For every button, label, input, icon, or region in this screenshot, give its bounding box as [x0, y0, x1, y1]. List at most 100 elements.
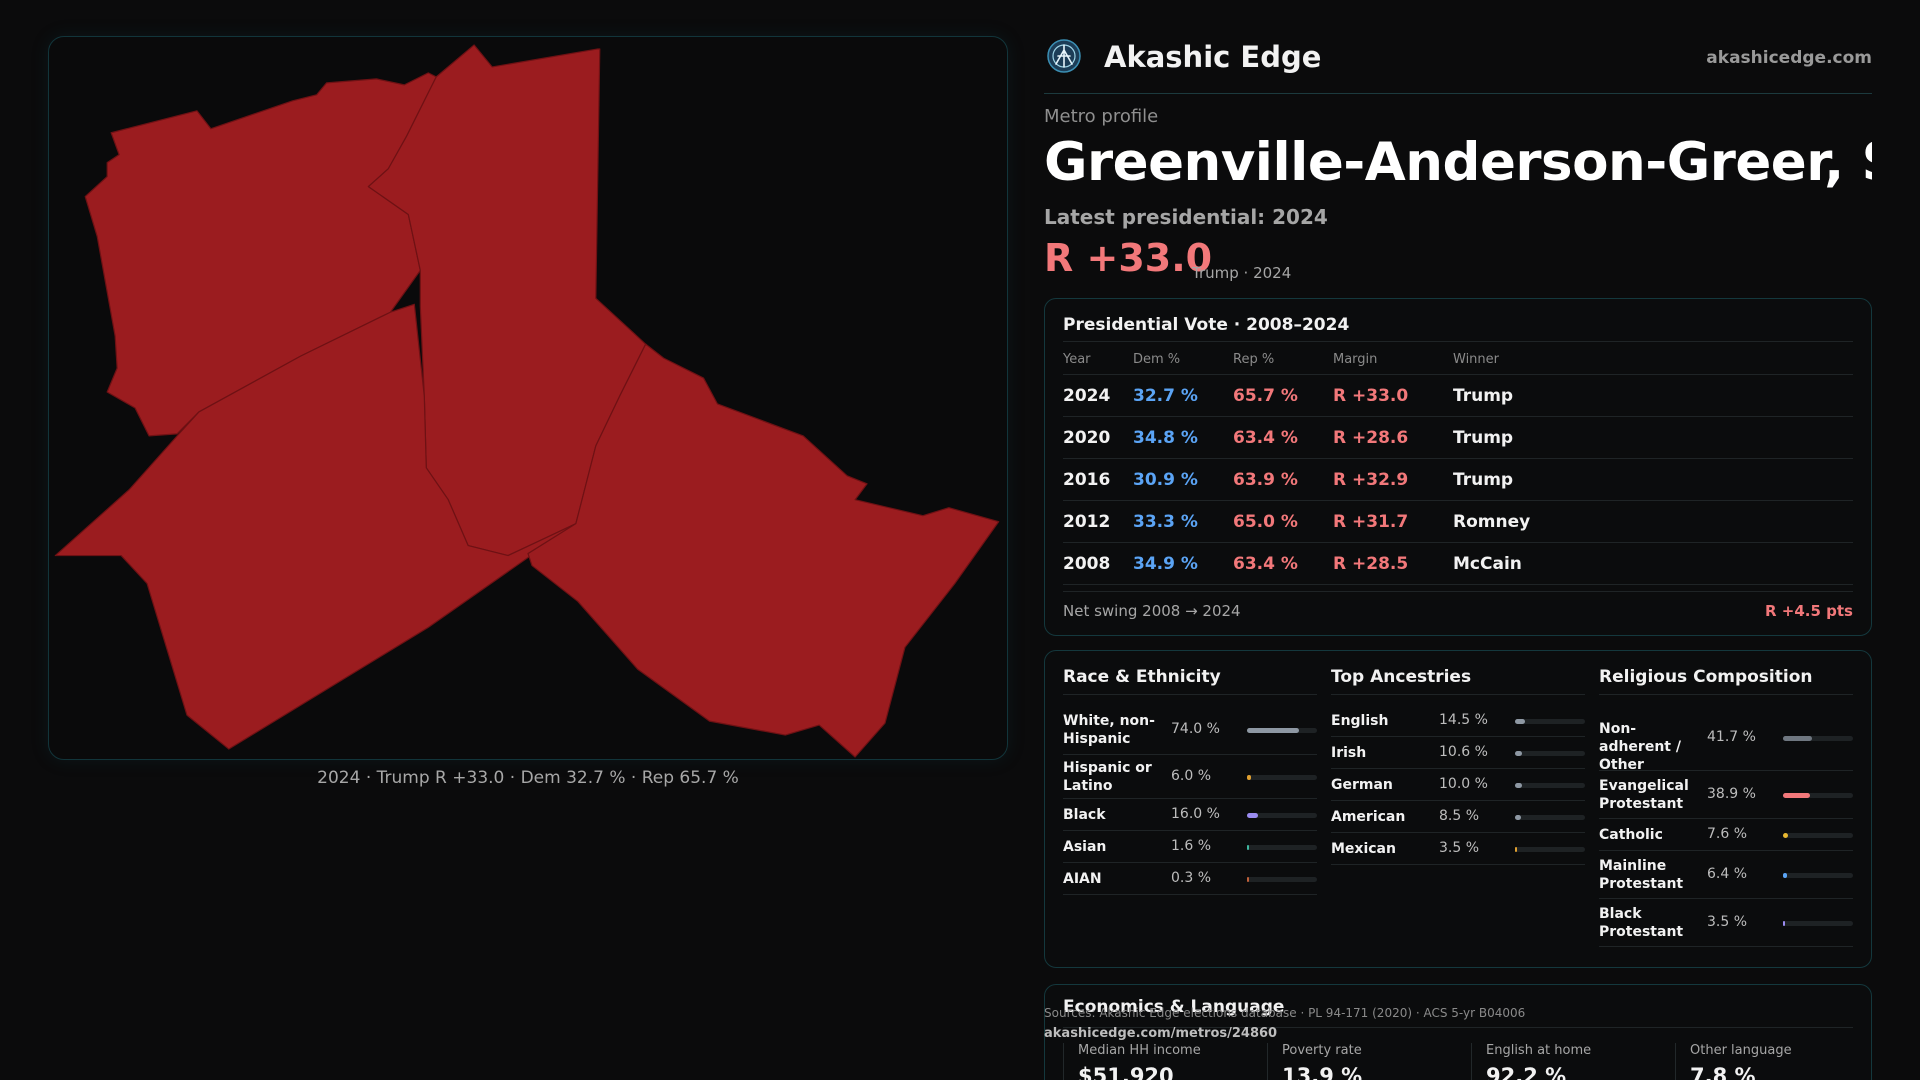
race-bar-fill: [1247, 728, 1299, 733]
row-dem: 32.7 %: [1133, 386, 1198, 406]
ancestry-row: American 8.5 %: [1331, 801, 1585, 833]
religion-row: Catholic 7.6 %: [1599, 819, 1853, 851]
religion-percent: 38.9 %: [1707, 786, 1756, 802]
brand-name[interactable]: Akashic Edge: [1104, 40, 1322, 74]
race-label: AIAN: [1063, 871, 1102, 887]
religion-percent: 3.5 %: [1707, 914, 1748, 930]
race-percent: 1.6 %: [1171, 838, 1212, 854]
latest-election-label: Latest presidential: 2024: [1044, 205, 1328, 229]
race-percent: 16.0 %: [1171, 806, 1220, 822]
race-bar-track: [1247, 877, 1317, 882]
vote-table-header: Year Dem % Rep % Margin Winner: [1063, 341, 1853, 375]
table-row: 2016 30.9 % 63.9 % R +32.9 Trump: [1063, 459, 1853, 501]
race-label: White, non-Hispanic: [1063, 713, 1155, 747]
ancestry-label: American: [1331, 809, 1406, 825]
race-percent: 0.3 %: [1171, 870, 1212, 886]
row-margin: R +28.5: [1333, 554, 1409, 574]
table-row: 2020 34.8 % 63.4 % R +28.6 Trump: [1063, 417, 1853, 459]
religion-row: Non-adherent / Other 41.7 %: [1599, 705, 1853, 773]
row-rep: 63.9 %: [1233, 470, 1298, 490]
religion-bar-fill: [1783, 736, 1813, 741]
metro-map[interactable]: [48, 36, 1008, 760]
row-year: 2016: [1063, 470, 1111, 490]
row-year: 2024: [1063, 386, 1111, 406]
religion-column: Religious Composition Non-adherent / Oth…: [1599, 667, 1853, 947]
ancestry-bar-fill: [1515, 719, 1526, 724]
county-shape-spartanburg[interactable]: [527, 343, 1000, 758]
stat-poverty-rate: Poverty rate 13.9 %: [1267, 1043, 1457, 1080]
race-row: Hispanic or Latino 6.0 %: [1063, 755, 1317, 799]
religion-label: Non-adherent / Other: [1599, 721, 1681, 773]
race-bar-track: [1247, 813, 1317, 818]
ancestry-row: English 14.5 %: [1331, 705, 1585, 737]
ancestry-list: English 14.5 % Irish 10.6 % German 10.0 % Amer…: [1331, 705, 1585, 865]
ancestry-bar-track: [1515, 783, 1585, 788]
ancestry-column: Top Ancestries English 14.5 % Irish 10.6 % G…: [1331, 667, 1585, 865]
race-title: Race & Ethnicity: [1063, 667, 1317, 695]
row-winner: Romney: [1453, 512, 1531, 532]
row-rep: 65.0 %: [1233, 512, 1298, 532]
ancestry-label: English: [1331, 713, 1389, 729]
religion-row: Mainline Protestant 6.4 %: [1599, 851, 1853, 899]
religion-bar-track: [1783, 921, 1853, 926]
race-bar-fill: [1247, 877, 1249, 882]
net-swing-value: R +4.5 pts: [1765, 602, 1853, 620]
religion-bar-fill: [1783, 873, 1788, 878]
stat-value: $51,920: [1078, 1064, 1174, 1080]
race-list: White, non-Hispanic 74.0 % Hispanic or Lat…: [1063, 705, 1317, 895]
race-row: Black 16.0 %: [1063, 799, 1317, 831]
table-row: 2008 34.9 % 63.4 % R +28.5 McCain: [1063, 543, 1853, 585]
net-swing-label: Net swing 2008 → 2024: [1063, 602, 1241, 620]
col-winner-header: Winner: [1453, 352, 1500, 367]
ancestry-percent: 14.5 %: [1439, 712, 1488, 728]
col-margin-header: Margin: [1333, 352, 1378, 367]
sources-note: Sources: Akashic Edge elections database…: [1044, 1006, 1526, 1020]
row-winner: Trump: [1453, 470, 1514, 490]
vote-card-title: Presidential Vote · 2008–2024: [1063, 315, 1350, 335]
row-rep: 63.4 %: [1233, 554, 1298, 574]
religion-bar-fill: [1783, 921, 1786, 926]
demographics-card: Race & Ethnicity White, non-Hispanic 74.0…: [1044, 650, 1872, 968]
row-dem: 34.8 %: [1133, 428, 1198, 448]
religion-percent: 41.7 %: [1707, 729, 1756, 745]
table-row: 2024 32.7 % 65.7 % R +33.0 Trump: [1063, 375, 1853, 417]
row-margin: R +33.0: [1333, 386, 1409, 406]
religion-title: Religious Composition: [1599, 667, 1853, 695]
row-margin: R +31.7: [1333, 512, 1409, 532]
religion-bar-fill: [1783, 833, 1789, 838]
ancestry-label: Irish: [1331, 745, 1367, 761]
ancestry-percent: 3.5 %: [1439, 840, 1480, 856]
religion-percent: 7.6 %: [1707, 826, 1748, 842]
religion-label: Evangelical Protestant: [1599, 778, 1689, 812]
religion-row: Black Protestant 3.5 %: [1599, 899, 1853, 947]
ancestry-bar-fill: [1515, 783, 1522, 788]
page-eyebrow: Metro profile: [1044, 106, 1159, 127]
permalink[interactable]: akashicedge.com/metros/24860: [1044, 1026, 1278, 1041]
brand-url-link[interactable]: akashicedge.com: [1706, 48, 1872, 68]
ancestry-percent: 8.5 %: [1439, 808, 1480, 824]
col-rep-header: Rep %: [1233, 352, 1275, 367]
ancestry-percent: 10.0 %: [1439, 776, 1488, 792]
ancestry-label: German: [1331, 777, 1393, 793]
row-winner: McCain: [1453, 554, 1522, 574]
religion-label: Mainline Protestant: [1599, 858, 1684, 892]
race-bar-track: [1247, 845, 1317, 850]
ancestry-row: German 10.0 %: [1331, 769, 1585, 801]
county-shape-anderson[interactable]: [54, 303, 577, 750]
stat-label: Median HH income: [1078, 1043, 1201, 1058]
row-year: 2008: [1063, 554, 1111, 574]
religion-bar-track: [1783, 736, 1853, 741]
ancestry-bar-fill: [1515, 847, 1518, 852]
ancestry-title: Top Ancestries: [1331, 667, 1585, 695]
race-bar-track: [1247, 728, 1317, 733]
page-title: Greenville-Anderson-Greer, SC: [1044, 132, 1872, 193]
religion-list: Non-adherent / Other 41.7 % Evangelical Pr…: [1599, 705, 1853, 947]
stat-label: Poverty rate: [1282, 1043, 1362, 1058]
religion-percent: 6.4 %: [1707, 866, 1748, 882]
ancestry-bar-track: [1515, 815, 1585, 820]
row-dem: 30.9 %: [1133, 470, 1198, 490]
col-dem-header: Dem %: [1133, 352, 1181, 367]
akashic-logo-icon[interactable]: [1046, 38, 1082, 74]
stat-other-language: Other language 7.8 %: [1675, 1043, 1865, 1080]
ancestry-bar-track: [1515, 751, 1585, 756]
